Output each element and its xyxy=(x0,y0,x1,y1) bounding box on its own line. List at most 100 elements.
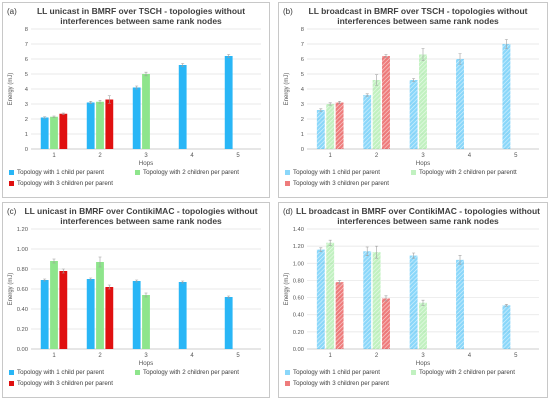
y-tick-label: 7 xyxy=(25,42,28,48)
x-tick-label: 3 xyxy=(421,353,425,359)
legend-swatch xyxy=(135,169,140,175)
legend-label: Topology with 1 child per parent xyxy=(293,169,381,176)
x-tick-label: 1 xyxy=(329,153,333,159)
bar-s2-hop2 xyxy=(372,252,381,349)
chart-plot: 0 1 2 3 4 5 6 7 8 Energy (mJ) 1 2 3 4 5 Hops xyxy=(284,27,539,167)
bar-s1-hop1 xyxy=(316,249,325,349)
bar-s1-hop1 xyxy=(316,110,325,149)
chart-title: LL unicast in BMRF over TSCH - topologie… xyxy=(36,6,246,26)
y-tick-label: 1.00 xyxy=(293,261,304,267)
x-tick-label: 2 xyxy=(98,153,102,159)
legend-item-3: Topology with 3 children per parent xyxy=(285,380,389,387)
y-tick-label: 5 xyxy=(25,72,28,78)
legend-item-3: Topology with 3 children per parent xyxy=(285,180,389,187)
error-bar xyxy=(107,284,111,290)
bar-s1-hop2 xyxy=(363,251,372,349)
bar-s2-hop1 xyxy=(50,116,58,149)
y-tick-label: 8 xyxy=(301,27,304,33)
legend-item-3: Topology with 3 children per parent xyxy=(9,380,113,387)
bar-s2-hop3 xyxy=(142,295,150,349)
bar-s1-hop4 xyxy=(178,282,187,349)
bar-s1-hop5 xyxy=(224,297,233,349)
y-tick-label: 0.60 xyxy=(17,287,28,293)
bar-s3-hop1 xyxy=(335,102,344,149)
bar-s1-hop3 xyxy=(132,87,141,149)
legend-label: Topology with 2 children per parent xyxy=(143,169,239,176)
y-tick-label: 0.00 xyxy=(17,347,28,353)
bar-s2-hop1 xyxy=(326,104,335,149)
x-tick-label: 3 xyxy=(421,153,425,159)
y-tick-label: 2 xyxy=(301,117,304,123)
x-tick-label: 2 xyxy=(98,353,102,359)
legend-label: Topology with 2 children per parentt xyxy=(419,169,517,176)
bar-s1-hop2 xyxy=(363,95,372,149)
y-tick-label: 0 xyxy=(301,147,304,153)
y-tick-label: 1 xyxy=(25,132,28,138)
bar-s3-hop1 xyxy=(335,282,344,349)
legend-item-1: Topology with 1 child per parent xyxy=(9,169,104,176)
bar-s1-hop3 xyxy=(409,80,418,149)
y-tick-label: 1 xyxy=(301,132,304,138)
error-bar xyxy=(107,95,111,104)
error-bar xyxy=(227,54,231,58)
x-tick-label: 1 xyxy=(52,153,56,159)
error-bar xyxy=(421,299,425,306)
bar-s3-hop2 xyxy=(105,99,114,149)
bar-s1-hop2 xyxy=(86,279,95,349)
chart-panel-b: (b) LL broadcast in BMRF over TSCH - top… xyxy=(278,2,548,198)
chart-plot: 0.00 0.20 0.40 0.60 0.80 1.00 1.20 Energy (mJ) 1… xyxy=(8,227,261,367)
bar-s3-hop2 xyxy=(382,298,390,349)
error-bar xyxy=(504,304,508,307)
legend-item-1: Topology with 1 child per parent xyxy=(285,169,380,176)
y-tick-label: 0.20 xyxy=(293,330,304,336)
error-bar xyxy=(144,71,148,77)
chart-title: LL broadcast in BMRF over ContikiMAC - t… xyxy=(296,206,540,226)
bar-s1-hop3 xyxy=(409,255,418,349)
legend-item-2: Topology with 2 children per parent xyxy=(135,369,239,376)
y-axis-label: Energy (mJ) xyxy=(8,273,14,306)
error-bar xyxy=(375,74,379,86)
error-bar xyxy=(89,101,93,104)
bar-s3-hop2 xyxy=(382,56,390,149)
error-bar xyxy=(384,295,388,302)
error-bar xyxy=(338,280,342,285)
legend-swatch xyxy=(9,180,14,186)
bar-s2-hop2 xyxy=(96,262,104,349)
error-bar xyxy=(144,292,148,298)
legend-label: Topology with 2 children per parent xyxy=(143,369,239,376)
legend-swatch xyxy=(135,369,140,375)
bar-s2-hop3 xyxy=(142,74,150,149)
y-tick-label: 1.00 xyxy=(17,247,28,253)
y-tick-label: 8 xyxy=(25,27,28,33)
x-axis-label: Hops xyxy=(139,160,153,167)
y-tick-label: 0.40 xyxy=(17,307,28,313)
x-tick-label: 1 xyxy=(329,353,333,359)
chart-plot: 0 1 2 3 4 5 6 7 8 Energy (mJ) 1 2 3 4 5 Hops xyxy=(8,27,261,167)
legend-swatch xyxy=(411,369,416,375)
legend-label: Topology with 2 children per parent xyxy=(419,369,515,376)
x-axis-label: Hops xyxy=(416,160,430,167)
error-bar xyxy=(43,116,47,119)
bar-s3-hop1 xyxy=(59,113,68,149)
legend-item-3: Topology with 3 children per parent xyxy=(9,180,113,187)
bar-s1-hop4 xyxy=(178,65,187,149)
legend-label: Topology with 3 children per parent xyxy=(17,380,113,387)
chart-panel-d: (d) LL broadcast in BMRF over ContikiMAC… xyxy=(278,202,548,398)
chart-title: LL unicast in BMRF over ContikiMAC - top… xyxy=(24,206,258,226)
y-tick-label: 3 xyxy=(25,102,28,108)
y-tick-label: 1.20 xyxy=(17,227,28,233)
y-tick-label: 5 xyxy=(301,72,304,78)
x-tick-label: 4 xyxy=(468,353,472,359)
bar-s1-hop1 xyxy=(40,280,49,349)
legend-swatch xyxy=(285,369,290,375)
legend-swatch xyxy=(285,169,290,175)
x-axis-label: Hops xyxy=(416,360,430,367)
chart-panel-a: (a) LL unicast in BMRF over TSCH - topol… xyxy=(2,2,270,198)
bar-s1-hop1 xyxy=(40,117,49,149)
legend-swatch xyxy=(9,369,14,375)
panel-tag: (c) xyxy=(7,207,17,216)
y-tick-label: 1.20 xyxy=(293,244,304,250)
panel-tag: (d) xyxy=(283,207,293,216)
x-tick-label: 5 xyxy=(236,153,240,159)
bar-s2-hop2 xyxy=(372,80,381,149)
